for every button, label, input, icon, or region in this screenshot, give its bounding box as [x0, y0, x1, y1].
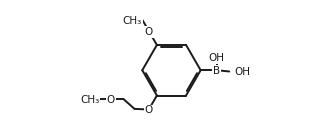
Text: CH₃: CH₃ [123, 16, 142, 26]
Text: OH: OH [234, 67, 250, 77]
Text: O: O [145, 27, 153, 37]
Text: O: O [145, 105, 153, 116]
Text: B: B [213, 66, 220, 76]
Text: OH: OH [209, 53, 225, 63]
Text: O: O [107, 95, 115, 105]
Text: CH₃: CH₃ [80, 95, 99, 105]
